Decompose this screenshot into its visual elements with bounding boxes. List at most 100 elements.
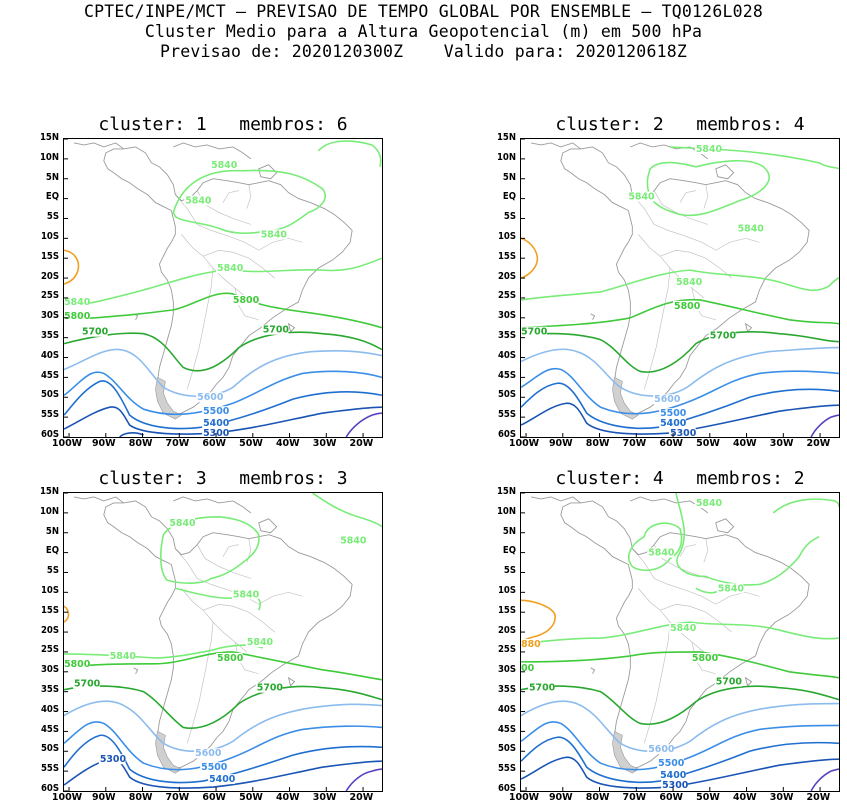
lon-label: 50W — [696, 792, 720, 803]
lat-label: 45S — [40, 369, 59, 381]
contour-label: 5840 — [64, 297, 91, 308]
cluster-panel-4: 5840 5840 5840 5840 880 5800 00 5700 5700 5600 550… — [497, 486, 840, 803]
contour-label-bg — [647, 744, 674, 755]
contour-label-bg — [694, 497, 722, 508]
lon-label: 40W — [732, 438, 757, 449]
panel-title: cluster: 4 membros: 2 — [555, 468, 805, 489]
contour-line — [810, 768, 839, 791]
contour-label-bg — [659, 770, 686, 781]
lat-label: 5S — [503, 565, 516, 577]
contour-label-bg — [216, 652, 243, 663]
contour-label-bg — [647, 547, 674, 558]
coastline — [103, 148, 172, 211]
map-frame: 5840 5840 5840 5840 5840 5800 5800 5700 5700 5600… — [63, 492, 383, 792]
lat-label: EQ — [45, 191, 59, 203]
contour-label-bg — [716, 583, 744, 594]
contour-label-bg — [657, 758, 684, 769]
contour-label-bg — [259, 229, 287, 240]
contour-label-bg — [64, 310, 90, 321]
lat-label: EQ — [502, 191, 516, 203]
contour-label-bg — [690, 652, 718, 663]
contour-label: 5700 — [74, 679, 101, 690]
cluster-panel-3: 5840 5840 5840 5840 5840 5800 5800 5700 5700 5600… — [40, 486, 383, 803]
contour-label: 5600 — [195, 748, 222, 759]
contour-line — [345, 412, 382, 437]
contour-label-bg — [168, 517, 195, 528]
contour-label: 5300 — [203, 428, 230, 437]
contour-label-bg — [64, 296, 90, 307]
contour-label-bg — [627, 191, 654, 202]
lat-label: 5N — [45, 525, 59, 537]
contour-label: 5600 — [648, 744, 675, 755]
contour-label-bg — [98, 754, 126, 765]
contour-label-bg — [64, 658, 90, 669]
lat-label: 10N — [496, 151, 516, 163]
contour-label: 5500 — [660, 408, 687, 419]
lon-label: 40W — [275, 792, 300, 803]
lat-label: 15S — [497, 604, 516, 616]
lat-label: 40S — [40, 349, 59, 361]
contour-label-bg — [659, 408, 686, 419]
lon-label: 100W — [51, 438, 83, 449]
lon-label: 30W — [312, 438, 337, 449]
lat-label: 20S — [40, 270, 59, 282]
contour-line — [119, 432, 144, 437]
coastline — [287, 676, 296, 687]
coastline — [590, 667, 596, 674]
contour-label-bg — [669, 428, 696, 437]
contour-label-bg — [208, 774, 235, 785]
lat-label: 15S — [40, 604, 59, 616]
contour-label: 5840 — [110, 651, 137, 662]
contour-label-bg — [231, 589, 259, 600]
country-border — [186, 268, 214, 390]
contour-line — [64, 249, 80, 285]
lon-label: 90W — [91, 438, 116, 449]
country-border — [643, 622, 671, 744]
contour-line — [521, 237, 539, 279]
contour-line — [172, 169, 326, 234]
lat-label: 60S — [40, 783, 59, 794]
coastline — [73, 496, 124, 504]
contour-label: 5800 — [233, 295, 260, 306]
contour-label: 5840 — [628, 192, 655, 203]
contour-label-bg — [521, 662, 535, 673]
map-canvas: 5840584058405840584058005800570057005600… — [64, 493, 382, 791]
country-border — [203, 249, 275, 279]
lat-label: 40S — [40, 703, 59, 715]
lat-label: 10N — [39, 505, 59, 517]
lon-label: 80W — [128, 438, 153, 449]
contour-label: 5800 — [692, 653, 719, 664]
lon-label: 80W — [585, 792, 610, 803]
lat-label: 30S — [40, 310, 59, 322]
country-border — [679, 190, 696, 203]
coastline — [715, 164, 735, 180]
map-canvas: 5840 5840 5840 5840 880 5800 00 5700 5700 5600 550… — [521, 493, 839, 791]
contour-label: 5840 — [261, 229, 288, 240]
lat-label: 50S — [497, 743, 516, 755]
contour-label: 5840 — [670, 623, 697, 634]
country-border — [715, 237, 760, 251]
lat-label: 55S — [497, 409, 516, 421]
patagonia-islands — [155, 376, 182, 420]
coastline — [580, 500, 810, 770]
contour-label: 5840 — [340, 536, 367, 547]
contour-label-bg — [73, 678, 100, 689]
contour-label-bg — [694, 143, 722, 154]
contour-label: 5840 — [233, 589, 260, 600]
contour-line — [521, 382, 839, 430]
contour-label: 5840 — [696, 498, 723, 509]
contour-label: 5700 — [529, 683, 556, 694]
contour-label-bg — [708, 330, 736, 341]
contour-label-bg — [661, 780, 688, 791]
map-frame: 5840 5840 5840 5840 5800 5700 5700 5600 5500 5400… — [520, 138, 840, 438]
contour-label-bg — [675, 277, 702, 288]
coastline — [287, 322, 296, 333]
patagonia-islands — [155, 730, 182, 774]
lon-label: 20W — [349, 438, 374, 449]
contour-line — [521, 651, 839, 679]
lat-label: 5N — [502, 525, 516, 537]
lon-label: 20W — [349, 792, 374, 803]
country-border — [691, 641, 716, 675]
contour-line — [675, 493, 820, 586]
contour-label-bg — [184, 195, 211, 206]
